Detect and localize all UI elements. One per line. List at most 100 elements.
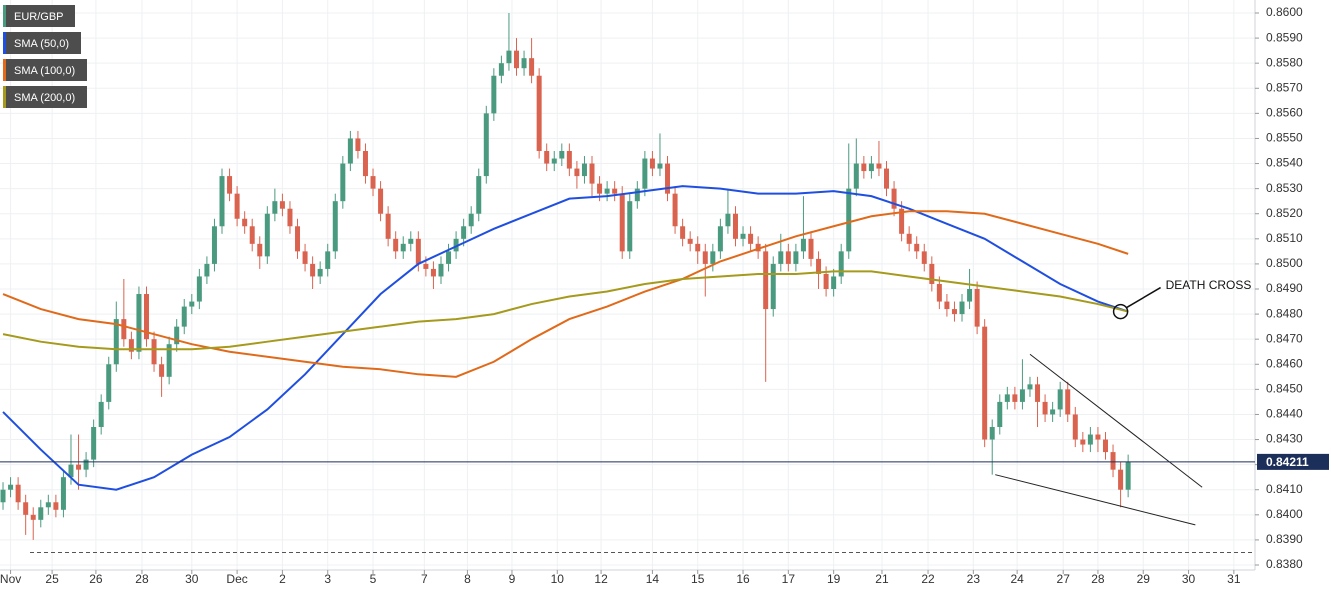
legend-label: SMA (50,0) [14,38,69,50]
sma-line [2,210,1129,378]
candle-body [408,238,414,244]
candle-body [98,401,104,427]
candle-body [876,163,882,169]
candle-body [544,151,550,164]
candle-body [68,464,74,478]
candle-body [491,75,497,114]
candle-body [136,294,142,352]
candle-body [604,188,610,194]
candle-body [45,502,51,508]
candle-body [159,364,165,377]
y-tick-label: 0.8600 [1266,5,1303,19]
legend-item: SMA (50,0) [3,32,81,54]
y-tick-label: 0.8520 [1266,206,1303,220]
candle-body [936,283,942,302]
candle-body [566,151,572,169]
candle-body [151,339,157,365]
candle-body [506,50,512,64]
candle-body [415,238,421,264]
x-tick-label: 28 [1091,572,1105,586]
candle-body [30,514,36,520]
candle-body [914,243,920,252]
candle-body [15,484,21,503]
candle-body [227,176,233,194]
candle-body [551,158,557,164]
last-price-box [1257,453,1329,470]
candle-body [1057,389,1063,410]
x-tick-label: 19 [827,572,841,586]
candle-body [989,427,995,440]
x-tick-label: 15 [691,572,705,586]
candle-body [861,163,867,172]
sma-line [2,270,1129,351]
y-tick-label: 0.8470 [1266,331,1303,345]
candle-body [1050,409,1056,415]
trendline [995,474,1196,526]
x-tick-label: 31 [1227,572,1241,586]
candle-body [974,289,980,327]
y-tick-label: 0.8440 [1266,407,1303,421]
candle-body [400,243,406,252]
candle-body [468,213,474,227]
candle-body [1095,434,1101,440]
candle-body [378,188,384,214]
y-tick-label: 0.8390 [1266,532,1303,546]
candle-body [446,251,452,264]
candle-body [1087,434,1093,445]
candle-body [884,168,890,189]
candle-body [967,289,973,302]
candle-body [204,263,210,277]
candle-body [461,226,467,239]
candle-body [816,258,822,274]
candle-body [823,273,829,289]
candle-body [529,58,535,76]
candle-body [438,263,444,277]
candle-body [1027,384,1033,390]
y-tick-label: 0.8570 [1266,80,1303,94]
x-tick-label: 26 [89,572,103,586]
y-tick-label: 0.8590 [1266,30,1303,44]
candle-body [597,183,603,194]
y-tick-label: 0.8400 [1266,507,1303,521]
candle-body [143,294,149,340]
x-tick-label: 30 [185,572,199,586]
y-tick-label: 0.8490 [1266,281,1303,295]
legend-item: SMA (100,0) [3,59,87,81]
y-tick-label: 0.8500 [1266,256,1303,270]
y-tick-label: 0.8550 [1266,131,1303,145]
annotation-text: DEATH CROSS [1166,278,1252,292]
candle-body [921,251,927,264]
candle-body [899,208,905,234]
legend-swatch [3,5,6,27]
candle-body [710,251,716,264]
candle-body [1035,384,1041,402]
legend-box [3,86,87,108]
candle-body [121,319,127,340]
candle-body [589,163,595,184]
candle-body [1004,394,1010,402]
candle-body [423,263,429,269]
candle-body [211,226,217,264]
candle-body [619,193,625,252]
candle-body [317,268,323,277]
x-tick-label: 21 [875,572,889,586]
candle-body [1102,439,1108,453]
candle-body [695,243,701,252]
y-tick-label: 0.8540 [1266,156,1303,170]
sma-line [2,185,1129,491]
candle-body [23,502,29,515]
candle-body [929,263,935,284]
candle-body [249,226,255,244]
legend-swatch [3,32,6,54]
x-tick-label: 7 [421,572,428,586]
candle-body [770,263,776,310]
candle-body [1012,394,1018,402]
candle-body [83,459,89,470]
y-tick-label: 0.8560 [1266,106,1303,120]
candle-body [680,226,686,239]
candle-body [1118,469,1124,490]
candle-body [476,176,482,214]
x-tick-label: 2 [279,572,286,586]
x-tick-label: 25 [45,572,59,586]
candle-body [174,326,180,345]
